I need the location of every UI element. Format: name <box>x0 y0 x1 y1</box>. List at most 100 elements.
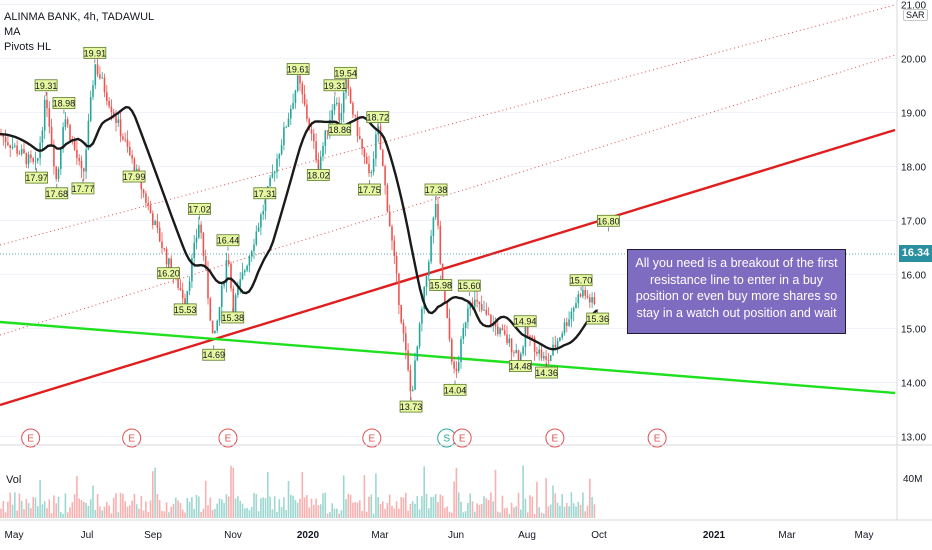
candle-body <box>391 226 393 241</box>
candle-body <box>214 330 216 334</box>
volume-bar <box>517 492 520 518</box>
candle-body <box>313 133 315 142</box>
price-tick-label: 15.00 <box>901 325 926 336</box>
volume-bar <box>584 511 586 518</box>
volume-bar <box>538 507 540 518</box>
candle-body <box>23 149 25 153</box>
volume-bar <box>142 510 145 518</box>
volume-bar <box>7 501 9 518</box>
candle-body <box>241 272 244 280</box>
pivot-label: 18.72 <box>366 111 390 128</box>
volume-bar <box>11 504 14 518</box>
pivot-box <box>216 234 240 247</box>
volume-bar <box>432 496 435 518</box>
candle-body <box>506 334 508 344</box>
volume-bar <box>540 512 543 518</box>
volume-bar <box>556 502 559 518</box>
volume-bar <box>46 508 48 518</box>
candle-body <box>198 224 200 238</box>
moving-average-line[interactable] <box>0 105 598 351</box>
candle-body <box>501 328 504 331</box>
candle-body <box>310 129 313 134</box>
pivot-box <box>25 171 48 184</box>
volume-bar <box>483 496 485 518</box>
candle-body <box>292 103 294 109</box>
candle-body <box>156 220 159 228</box>
resistance-line[interactable] <box>0 128 896 407</box>
volume-bar <box>152 471 154 518</box>
event-marker: E <box>21 428 41 448</box>
candle-body <box>76 149 78 159</box>
volume-bar <box>110 513 113 518</box>
support-line[interactable] <box>0 320 896 395</box>
candle-body <box>549 355 552 361</box>
pivot-value: 13.73 <box>400 402 423 412</box>
volume-bar <box>347 493 350 518</box>
pivot-value: 15.36 <box>586 314 609 324</box>
pivot-label: 15.38 <box>221 307 245 324</box>
symbol-title[interactable]: ALINMA BANK, 4h, TADAWUL <box>4 11 155 23</box>
candle-body <box>96 64 99 75</box>
pivot-value: 16.44 <box>217 236 240 246</box>
volume-bar <box>547 506 550 518</box>
volume-bar <box>372 513 375 518</box>
indicator-ma-label[interactable]: MA <box>4 26 21 38</box>
candle-body <box>232 288 235 313</box>
candle-body <box>230 263 232 289</box>
candle-body <box>499 328 501 335</box>
candle-body <box>460 339 462 363</box>
candle-body <box>48 108 51 127</box>
candle-body <box>257 227 260 232</box>
volume-bar <box>237 496 239 518</box>
candle-body <box>41 130 44 143</box>
pivot-box <box>253 187 277 200</box>
candle-body <box>296 75 299 91</box>
pivot-box <box>122 170 146 183</box>
volume-bar <box>57 496 60 518</box>
candle-body <box>306 104 308 119</box>
time-tick-label: 2021 <box>703 530 726 541</box>
volume-bar <box>264 498 267 518</box>
pivot-value: 17.68 <box>46 189 69 199</box>
candle-body <box>538 349 540 354</box>
candle-body <box>441 263 444 290</box>
volume-bar <box>80 500 83 518</box>
event-letter: E <box>368 434 375 445</box>
volume-bar <box>9 492 11 518</box>
resistance-channel-top-line[interactable] <box>0 4 896 246</box>
candle-body <box>342 92 345 113</box>
pivot-box <box>429 279 453 291</box>
candle-body <box>382 149 384 167</box>
candle-body <box>209 298 212 321</box>
volume-bar <box>589 478 591 518</box>
pivot-box <box>157 267 180 280</box>
volume-bar <box>276 511 278 518</box>
candle-body <box>129 146 131 156</box>
time-tick-label: Oct <box>591 530 607 541</box>
volume-bar <box>0 508 2 518</box>
candle-body <box>124 139 126 141</box>
annotation-note[interactable]: All you need is a breakout of the first … <box>627 249 846 334</box>
candle-body <box>398 273 400 306</box>
candle-body <box>434 204 437 218</box>
candle-body <box>149 205 152 214</box>
volume-bar <box>55 503 57 518</box>
volume-bar <box>561 494 563 518</box>
currency-badge[interactable]: SAR <box>903 9 928 21</box>
volume-bar <box>439 494 442 518</box>
volume-bar <box>154 467 156 518</box>
indicator-pivots-label[interactable]: Pivots HL <box>4 41 52 53</box>
chart-legend: ALINMA BANK, 4h, TADAWUL MA Pivots HL <box>4 10 154 55</box>
volume-bar <box>313 504 315 518</box>
time-tick-label: 2020 <box>297 530 320 541</box>
volume-bar <box>253 493 255 518</box>
candle-body <box>439 225 442 264</box>
volume-bar <box>559 505 561 518</box>
pivot-label: 17.97 <box>25 168 48 184</box>
candle-body <box>179 287 182 291</box>
candle-body <box>485 309 488 315</box>
candle-body <box>207 268 209 299</box>
volume-bar <box>315 498 317 518</box>
resistance-channel-mid-line[interactable] <box>0 54 896 336</box>
volume-label[interactable]: Vol <box>6 474 22 486</box>
